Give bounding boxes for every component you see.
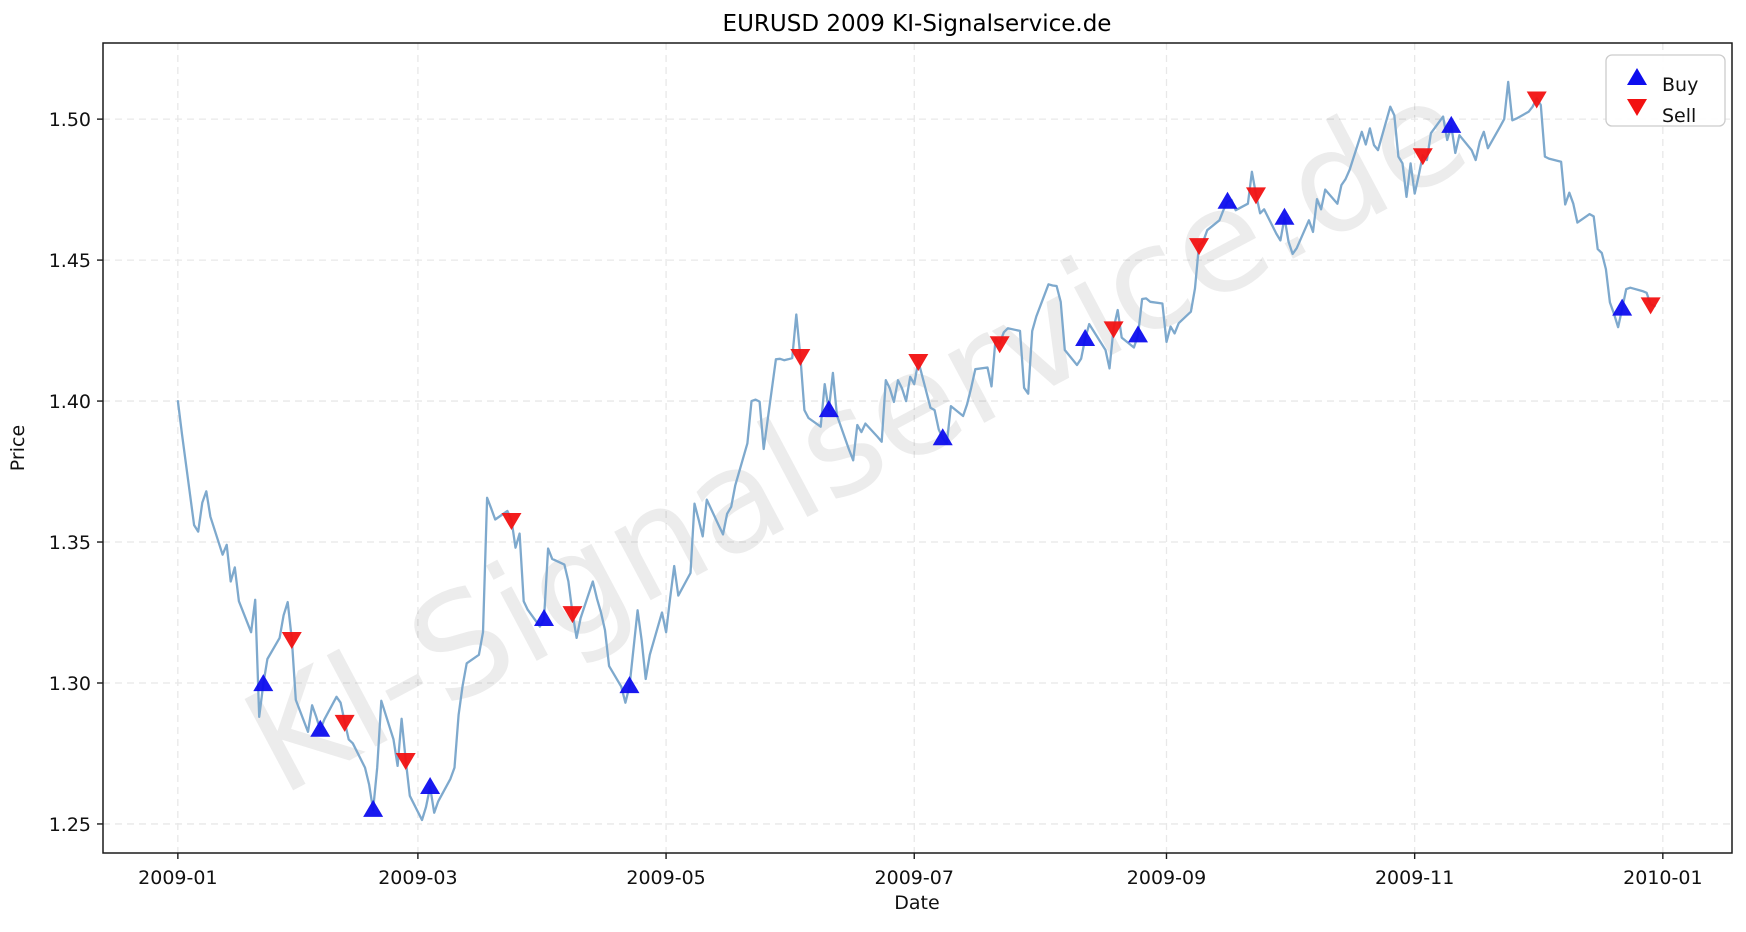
axes: 2009-01 2009-03 2009-05 2009-07 2009-09 2009-… xyxy=(49,109,1703,889)
sell-triangle-icon xyxy=(1627,99,1647,116)
buy-marker xyxy=(1217,191,1238,209)
buy-marker xyxy=(1128,325,1149,343)
plot-border xyxy=(102,42,1733,854)
legend-label-buy: Buy xyxy=(1662,74,1698,96)
buy-marker xyxy=(1075,329,1096,347)
y-tick-label: 1.25 xyxy=(49,814,91,836)
buy-marker xyxy=(420,777,441,795)
buy-marker xyxy=(1612,298,1633,316)
sell-marker xyxy=(501,513,522,531)
sell-marker xyxy=(908,354,929,372)
x-tick-label: 2010-01 xyxy=(1623,867,1702,889)
y-tick-label: 1.50 xyxy=(49,109,91,131)
sell-marker xyxy=(395,752,416,770)
sell-marker xyxy=(1245,187,1266,205)
x-tick-label: 2009-07 xyxy=(875,867,954,889)
sell-marker xyxy=(1103,321,1124,339)
y-axis-label: Price xyxy=(7,425,29,471)
buy-marker xyxy=(1441,115,1462,133)
sell-marker xyxy=(790,348,811,366)
chart-title: EURUSD 2009 KI-Signalservice.de xyxy=(723,11,1112,37)
x-axis-label: Date xyxy=(894,892,939,914)
x-tick-label: 2009-01 xyxy=(138,867,217,889)
x-tick-label: 2009-03 xyxy=(378,867,457,889)
x-tick-label: 2009-09 xyxy=(1127,867,1206,889)
buy-marker xyxy=(253,674,274,692)
buy-triangle-icon xyxy=(1627,68,1647,85)
legend-label-sell: Sell xyxy=(1662,105,1696,127)
x-tick-label: 2009-11 xyxy=(1375,867,1454,889)
sell-marker xyxy=(1526,91,1547,109)
y-tick-label: 1.40 xyxy=(49,391,91,413)
buy-marker xyxy=(932,428,953,446)
buy-marker xyxy=(363,799,384,817)
legend: Buy Sell xyxy=(1605,54,1726,127)
sell-marker xyxy=(1640,297,1661,315)
buy-marker xyxy=(818,400,839,418)
buy-marker xyxy=(310,719,331,737)
sell-marker xyxy=(562,606,583,624)
sell-marker xyxy=(281,632,302,650)
signal-markers xyxy=(253,91,1661,817)
buy-marker xyxy=(534,608,555,626)
x-tick-label: 2009-05 xyxy=(626,867,705,889)
buy-marker xyxy=(619,676,640,694)
sell-marker xyxy=(334,714,355,732)
buy-marker xyxy=(1274,207,1295,225)
sell-marker xyxy=(1189,238,1210,256)
y-tick-label: 1.35 xyxy=(49,532,91,554)
grid-layer xyxy=(103,43,1732,853)
sell-marker xyxy=(989,336,1010,354)
sell-marker xyxy=(1412,148,1433,166)
y-tick-label: 1.30 xyxy=(49,673,91,695)
y-tick-label: 1.45 xyxy=(49,250,91,272)
